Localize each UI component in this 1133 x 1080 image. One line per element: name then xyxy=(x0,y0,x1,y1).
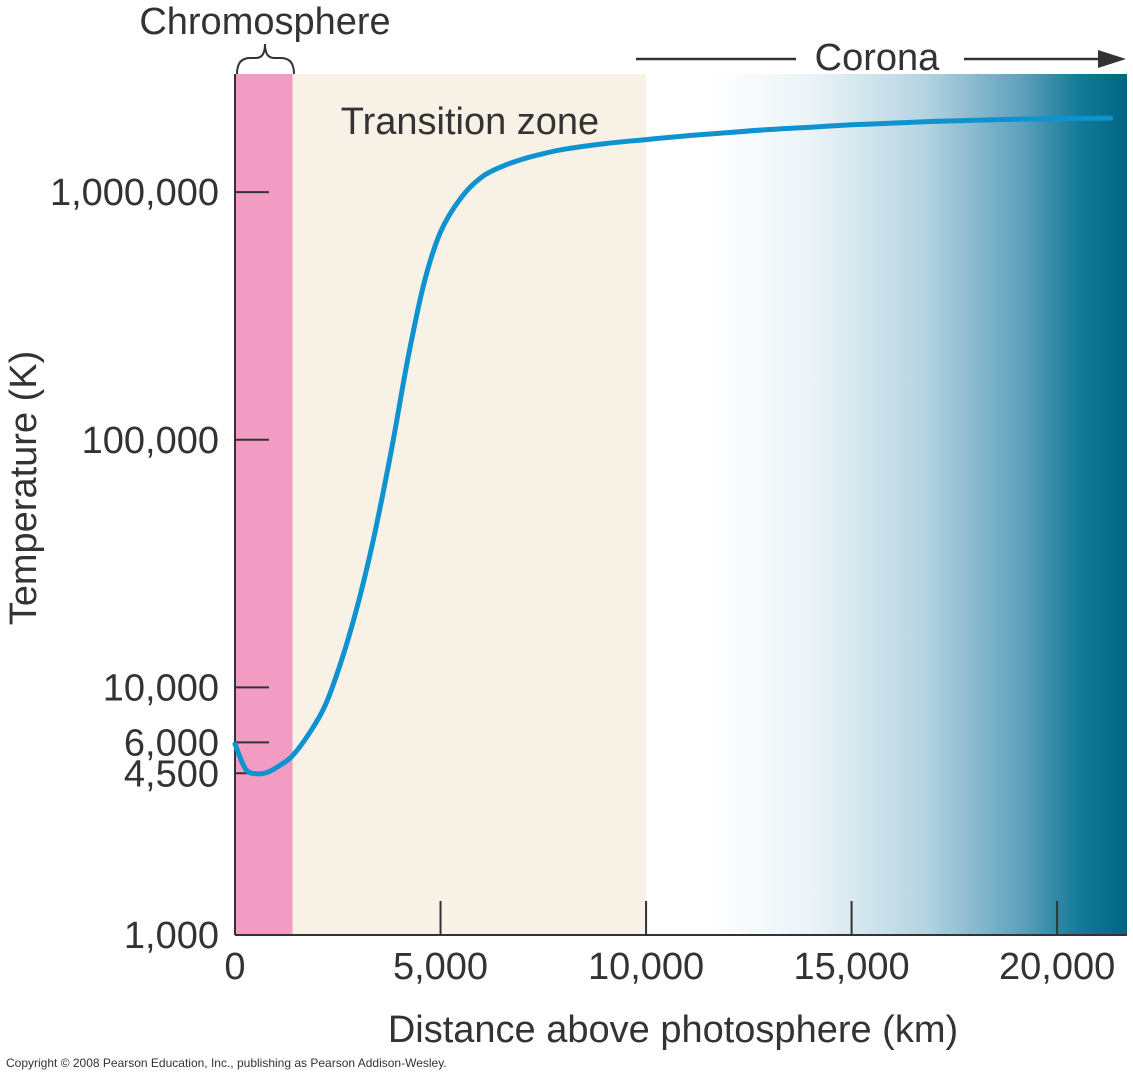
corona-arrow-head xyxy=(1098,50,1126,68)
chromosphere-brace xyxy=(236,43,295,75)
x-axis-title: Distance above photosphere (km) xyxy=(388,1009,958,1051)
y-tick-label: 1,000,000 xyxy=(50,172,219,214)
y-tick-label: 1,000 xyxy=(124,915,219,957)
x-tick-label: 20,000 xyxy=(999,946,1115,988)
x-tick-label: 15,000 xyxy=(793,946,909,988)
y-tick-label: 10,000 xyxy=(103,667,219,709)
y-tick-label: 4,500 xyxy=(124,753,219,795)
temperature-series-line xyxy=(232,115,1114,777)
region-corona xyxy=(646,74,1127,935)
x-tick-label: 10,000 xyxy=(588,946,704,988)
y-tick-label: 100,000 xyxy=(82,420,219,462)
copyright-notice: Copyright © 2008 Pearson Education, Inc.… xyxy=(6,1056,447,1070)
y-axis-title: Temperature (K) xyxy=(3,351,45,626)
x-tick-label: 0 xyxy=(224,946,245,988)
region-transition-zone xyxy=(292,74,647,935)
y-tick-label: 6,000 xyxy=(124,722,219,764)
transition-zone-label: Transition zone xyxy=(341,101,599,143)
x-tick-label: 5,000 xyxy=(393,946,488,988)
chromosphere-label: Chromosphere xyxy=(139,1,390,43)
corona-label: Corona xyxy=(815,37,940,79)
region-chromosphere xyxy=(235,74,293,935)
